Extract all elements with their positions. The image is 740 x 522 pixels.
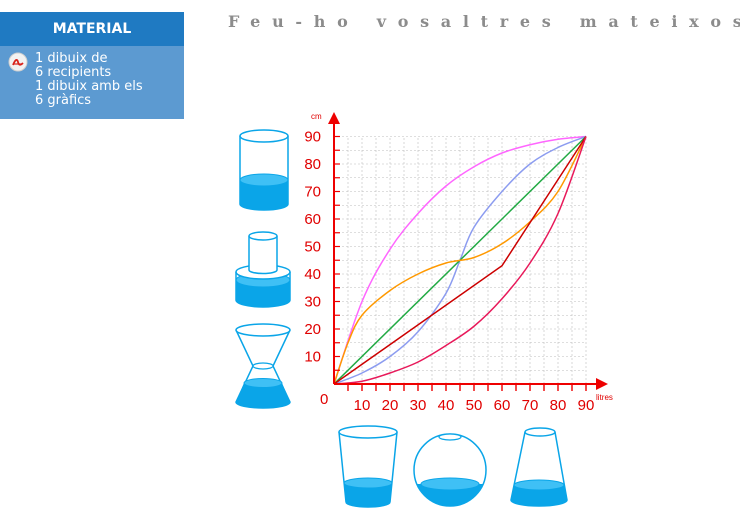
series-line-5	[333, 136, 587, 385]
chart-ticks: 10 20 30 40 50 60 70 80 90 10 20 30 40 50 60 70 80 90	[304, 129, 594, 415]
y-tick-label: 30	[304, 294, 321, 311]
material-link-line: 1 dibuix de	[35, 51, 108, 66]
series-line-1	[333, 135, 587, 385]
x-tick-label: 40	[438, 397, 455, 414]
chart-series	[333, 135, 587, 385]
x-axis-arrow	[596, 378, 608, 390]
material-link-line: 6 gràfics	[35, 93, 92, 108]
y-tick-label: 10	[304, 349, 321, 366]
y-tick-label: 20	[304, 321, 321, 338]
material-link-line: 1 dibuix amb els	[35, 79, 143, 94]
x-tick-label: 80	[550, 397, 567, 414]
material-link-line: 6 recipients	[35, 65, 112, 80]
y-tick-label: 80	[304, 156, 321, 173]
origin-label: 0	[320, 391, 328, 408]
x-tick-label: 60	[494, 397, 511, 414]
pdf-icon[interactable]	[8, 52, 28, 72]
y-axis-label: cm	[311, 112, 322, 121]
hourglass-container	[235, 323, 291, 409]
truncated-cone-container	[510, 427, 568, 507]
y-tick-label: 50	[304, 239, 321, 256]
y-axis-arrow	[328, 112, 340, 124]
cylinder-container	[239, 129, 289, 211]
series-line-4	[333, 136, 587, 385]
y-tick-label: 40	[304, 266, 321, 283]
x-tick-label: 30	[410, 397, 427, 414]
x-tick-label: 70	[522, 397, 539, 414]
x-tick-label: 50	[466, 397, 483, 414]
y-tick-label: 70	[304, 184, 321, 201]
sphere-container	[413, 433, 487, 507]
material-panel: MATERIAL 1 dibuix de 6 recipients 1 dibu…	[0, 12, 184, 119]
material-header: MATERIAL	[0, 12, 184, 46]
x-axis-label: litres	[596, 393, 613, 402]
page-title: Feu-ho vosaltres mateixos	[228, 12, 740, 31]
x-tick-label: 10	[354, 397, 371, 414]
y-tick-label: 60	[304, 211, 321, 228]
x-tick-label: 90	[578, 397, 595, 414]
series-line-6	[333, 136, 587, 385]
y-tick-label: 90	[304, 129, 321, 146]
tapered-cup-container	[338, 425, 398, 508]
chart-axes	[328, 112, 608, 390]
stepped-cylinder-container	[235, 231, 291, 308]
material-pdf-link[interactable]: 1 dibuix de 6 recipients 1 dibuix amb el…	[35, 52, 185, 108]
x-tick-label: 20	[382, 397, 399, 414]
